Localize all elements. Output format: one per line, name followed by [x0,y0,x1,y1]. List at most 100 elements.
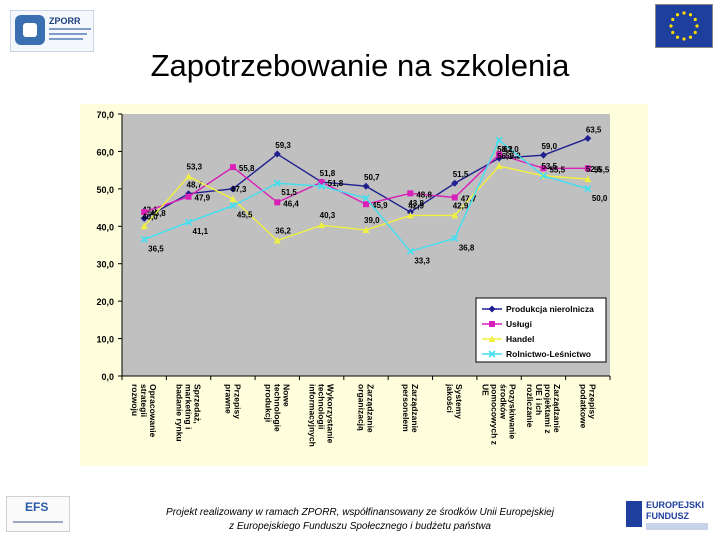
data-label: 55,5 [549,165,565,174]
data-point [140,235,148,243]
data-label: 42,9 [453,201,469,210]
x-tick-label: Nowetechnologieprodukcji [263,384,291,432]
data-label: 51,8 [328,179,344,188]
x-tick-label: Opracowaniestrategiirozwoju [130,384,158,438]
data-label: 51,8 [320,169,336,178]
x-tick-label: Sprzedaż,marketing ibadanie rynku [175,384,203,442]
data-label: 51,5 [453,170,469,179]
data-label: 53,3 [187,163,203,172]
data-label: 63,0 [503,145,519,154]
y-tick-label: 50,0 [96,185,114,195]
data-point [451,211,459,219]
legend-entry: Handel [506,334,534,344]
data-label: 45,5 [237,211,253,220]
data-label: 43,8 [408,199,424,208]
y-tick-label: 70,0 [96,110,114,120]
y-tick-label: 60,0 [96,147,114,157]
data-label: 36,5 [148,244,164,253]
data-label: 55,5 [594,165,610,174]
data-label: 40,0 [142,212,158,221]
data-point [406,247,414,255]
data-label: 48,8 [416,190,432,199]
data-point [185,193,192,200]
data-label: 36,2 [275,227,291,236]
y-tick-label: 20,0 [96,297,114,307]
data-point [273,150,281,158]
x-tick-label: Systemyjakości [445,383,464,419]
y-tick-label: 30,0 [96,260,114,270]
data-label: 47,3 [231,185,247,194]
zporr-logo: ZPORR [10,10,94,52]
data-point [489,321,495,327]
data-point [362,182,370,190]
legend-entry: Usługi [506,319,532,329]
data-point [451,234,459,242]
data-point [496,151,503,158]
y-tick-label: 0,0 [101,372,114,382]
data-point [273,179,281,187]
line-chart: 0,0 10,0 20,0 30,0 40,0 50,0 60,0 70,0 Opracowan… [80,104,648,466]
data-point [584,185,592,193]
data-point [407,190,414,197]
x-tick-label: Wykorzystanietechnologiiinformacyjnych [308,384,336,447]
data-point [495,136,503,144]
data-point [584,175,592,183]
data-label: 46,4 [283,199,299,208]
x-tick-label: Zarządzanieprojektami zUE i ichrozliczan… [525,384,562,434]
data-point [584,134,592,142]
data-label: 48,7 [187,181,203,190]
data-label: 51,5 [281,188,297,197]
data-label: 42,9 [408,201,424,210]
data-label: 41,1 [193,227,209,236]
data-point [584,165,591,172]
data-point [229,164,236,171]
data-label: 33,3 [414,256,430,265]
data-point [362,226,370,234]
legend-entry: Produkcja nierolnicza [506,304,594,314]
data-label: 40,3 [320,211,336,220]
data-point [229,195,237,202]
data-point [488,305,496,313]
data-point [495,162,503,170]
data-label: 50,0 [592,194,608,203]
data-label: 45,9 [372,201,388,210]
page-title: Zapotrzebowanie na szkolenia [150,48,570,83]
data-point [451,179,459,187]
data-label: 55,8 [239,164,255,173]
data-point [451,194,458,201]
y-tick-label: 10,0 [96,335,114,345]
data-point [273,237,281,244]
data-point [184,218,193,226]
data-label: 59,3 [275,141,291,150]
zporr-logo-text: ZPORR [49,16,81,26]
european-social-fund-logo: EUROPEJSKI FUNDUSZ [624,498,716,534]
data-label: 43,8 [150,209,166,218]
data-point [539,172,548,180]
data-point [229,202,237,210]
data-point [406,211,414,219]
data-label: 36,8 [459,243,475,252]
zporr-logo-mark [15,15,45,45]
eu-flag-icon [655,4,713,48]
data-point [318,179,325,186]
data-point [488,350,496,358]
data-point [140,222,148,230]
data-label: 53,5 [541,162,557,171]
x-tick-label: Przepisypodatkowe [578,384,597,429]
x-tick-label: Pozyskiwanieśrodkówpomocowych zUE [481,384,518,445]
footer-line-2: z Europejskiego Funduszu Społecznego i b… [229,521,491,532]
data-point [140,214,148,222]
chart-svg: 0,0 10,0 20,0 30,0 40,0 50,0 60,0 70,0 Opracowan… [80,104,648,466]
data-label: 58,2 [497,145,513,154]
footer-line-1: Projekt realizowany w ramach ZPORR, wspó… [166,507,554,518]
data-point [363,201,369,208]
legend-entry: Rolnictwo-Leśnictwo [506,349,591,359]
x-tick-label: Zarządzaniepersonelem [401,384,420,433]
x-tick-label: Zarządzanieorganizacją [357,384,376,433]
data-point [488,335,496,342]
data-label: 63,5 [586,125,602,134]
data-point [229,185,237,193]
data-point [362,194,370,202]
data-label: 50,7 [364,173,380,182]
data-point [495,154,503,162]
